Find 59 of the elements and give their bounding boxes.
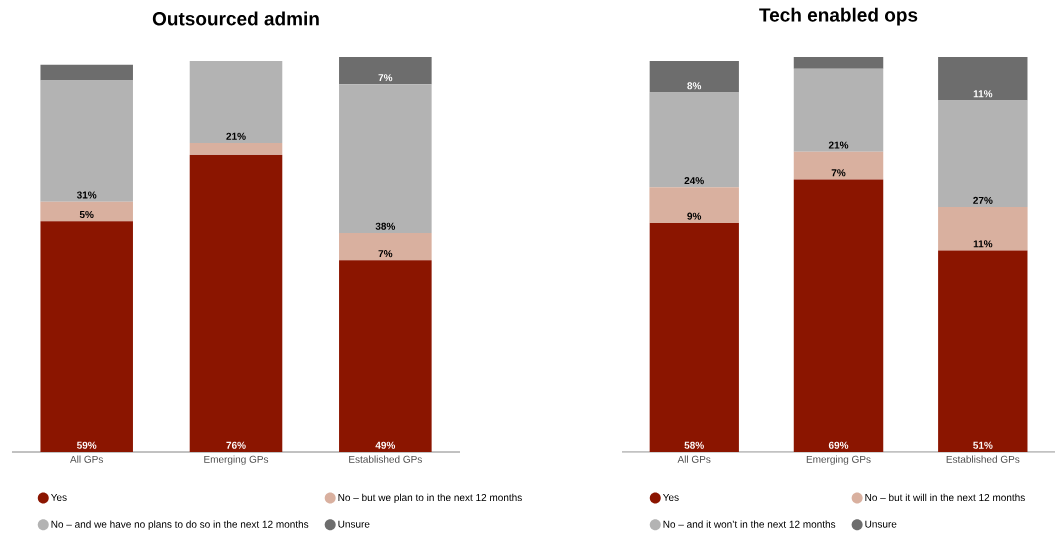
legend-label: No – but it will in the next 12 months: [865, 493, 1025, 502]
data-label: 9%: [687, 212, 702, 220]
data-label: 38%: [375, 222, 396, 230]
bar: [793, 68, 884, 152]
data-label: 49%: [375, 441, 396, 449]
data-label: 58%: [684, 441, 704, 449]
x-tick-label: All GPs: [677, 455, 711, 463]
data-label: 76%: [226, 441, 246, 449]
chart-title: Outsourced admin: [152, 11, 319, 26]
x-tick-label: Established GPs: [946, 455, 1020, 463]
data-label: 11%: [973, 240, 993, 248]
legend-label: Unsure: [865, 520, 897, 528]
data-label: 7%: [831, 169, 846, 177]
bar: [649, 187, 739, 223]
data-label: 27%: [973, 196, 993, 204]
data-label: 31%: [76, 191, 97, 199]
bar: [40, 80, 133, 202]
data-label: 11%: [973, 90, 993, 98]
bar: [793, 56, 884, 69]
bar: [649, 60, 739, 93]
bar: [189, 60, 283, 144]
data-label: 51%: [973, 441, 993, 449]
data-label: 7%: [378, 250, 393, 258]
legend-label: Yes: [662, 493, 679, 501]
data-label: 5%: [79, 210, 94, 219]
bar: [938, 100, 1028, 208]
legend-label: No – and we have no plans to do so in the next 12 months: [51, 520, 309, 530]
data-label: 59%: [76, 441, 97, 449]
legend-label: Unsure: [338, 520, 370, 528]
bar: [793, 151, 884, 180]
data-label: 8%: [687, 82, 702, 90]
data-label: 69%: [828, 441, 849, 449]
bar: [189, 143, 283, 155]
x-tick-label: Emerging GPs: [806, 455, 871, 465]
x-tick-label: Emerging GPs: [204, 455, 269, 465]
bar: [40, 221, 133, 452]
x-tick-label: Established GPs: [349, 455, 422, 463]
bar: [189, 154, 283, 452]
bar: [40, 201, 133, 222]
bar: [339, 260, 432, 452]
bar: [938, 250, 1028, 452]
bar: [339, 84, 432, 233]
data-label: 24%: [684, 177, 704, 185]
data-label: 21%: [828, 141, 849, 149]
legend-label: Yes: [50, 493, 67, 501]
bar: [339, 56, 432, 85]
chart-title: Tech enabled ops: [759, 7, 918, 26]
bar: [938, 56, 1028, 101]
legend-label: No – but we plan to in the next 12 months: [338, 493, 522, 504]
bar: [339, 232, 432, 261]
bar: [649, 92, 739, 188]
bar: [793, 179, 884, 452]
x-tick-label: All GPs: [70, 455, 103, 463]
data-label: 7%: [378, 74, 393, 82]
bar: [649, 222, 739, 452]
bar: [938, 207, 1028, 251]
bar: [40, 64, 133, 81]
data-label: 21%: [226, 132, 246, 140]
legend-label: No – and it won’t in the next 12 months: [663, 520, 836, 528]
